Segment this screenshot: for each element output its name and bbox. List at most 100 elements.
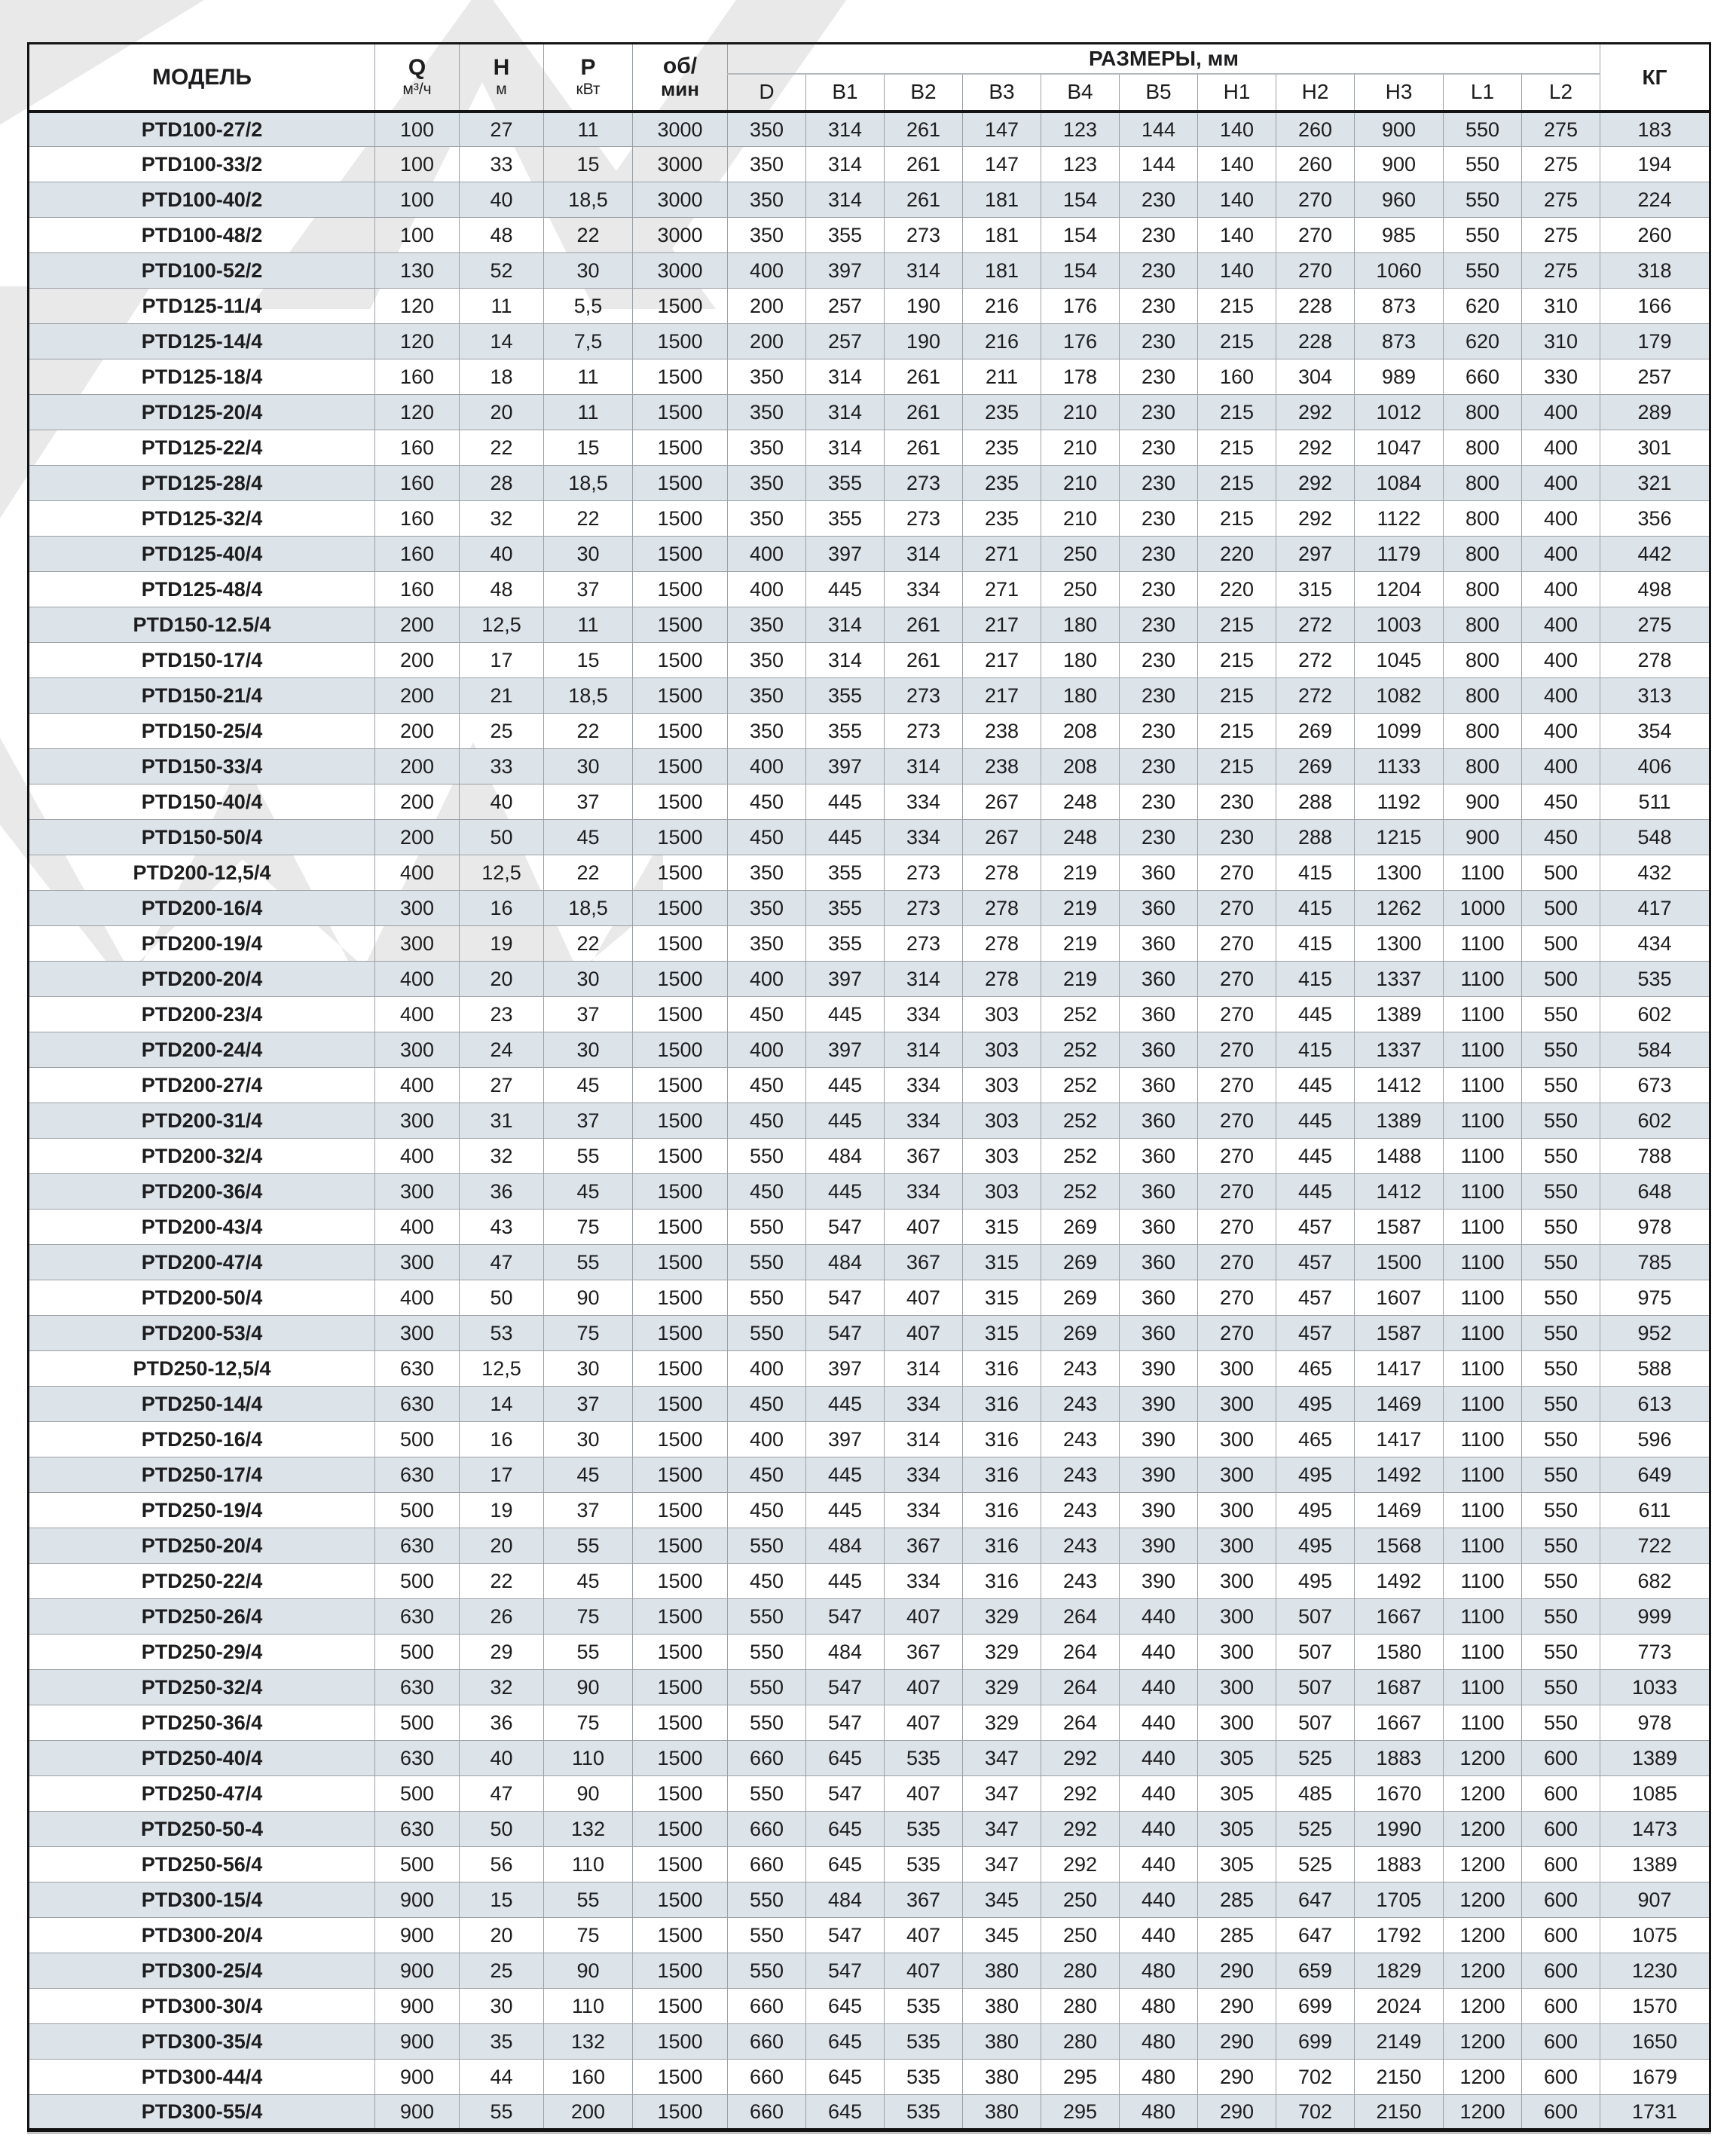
value-cell: 1100 — [1443, 1103, 1522, 1139]
value-cell: 11 — [543, 111, 633, 147]
model-cell: PTD200-32/4 — [28, 1138, 375, 1174]
value-cell: 1667 — [1354, 1705, 1444, 1741]
value-cell: 303 — [962, 1173, 1041, 1210]
value-cell: 500 — [374, 1634, 460, 1670]
value-cell: 90 — [543, 1280, 633, 1316]
value-cell: 630 — [374, 1811, 460, 1847]
value-cell: 1100 — [1443, 1280, 1522, 1316]
value-cell: 90 — [543, 1669, 633, 1705]
value-cell: 261 — [884, 182, 963, 218]
value-cell: 330 — [1521, 359, 1600, 395]
value-cell: 14 — [459, 1386, 544, 1422]
value-cell: 1500 — [632, 784, 728, 820]
value-cell: 600 — [1521, 1882, 1600, 1918]
value-cell: 1389 — [1354, 1103, 1444, 1139]
table-row: PTD150-12.5/4 200 12,5 11 1500 350 314 261 217 18… — [28, 607, 1710, 643]
value-cell: 30 — [459, 1988, 544, 2024]
model-cell: PTD300-15/4 — [28, 1882, 375, 1918]
value-cell: 37 — [543, 784, 633, 820]
value-cell: 900 — [1443, 784, 1522, 820]
value-cell: 1500 — [632, 1740, 728, 1776]
value-cell: 314 — [805, 430, 885, 466]
value-cell: 602 — [1600, 996, 1710, 1032]
value-cell: 243 — [1041, 1350, 1120, 1387]
table-row: PTD125-40/4 160 40 30 1500 400 397 314 271 250 230… — [28, 536, 1710, 572]
value-cell: 30 — [543, 961, 633, 997]
value-cell: 295 — [1041, 2094, 1120, 2130]
value-cell: 314 — [805, 642, 885, 678]
value-cell: 1200 — [1443, 1811, 1522, 1847]
value-cell: 360 — [1119, 1138, 1198, 1174]
value-cell: 310 — [1521, 288, 1600, 324]
value-cell: 219 — [1041, 855, 1120, 891]
value-cell: 235 — [962, 500, 1041, 537]
value-cell: 2150 — [1354, 2059, 1444, 2095]
col-header-p: Р кВт — [543, 43, 633, 112]
value-cell: 1099 — [1354, 713, 1444, 749]
value-cell: 7,5 — [543, 323, 633, 359]
value-cell: 400 — [374, 855, 460, 891]
value-cell: 334 — [884, 1457, 963, 1493]
value-cell: 11 — [543, 359, 633, 395]
value-cell: 360 — [1119, 925, 1198, 962]
value-cell: 1568 — [1354, 1528, 1444, 1564]
value-cell: 270 — [1276, 217, 1355, 253]
value-cell: 252 — [1041, 1173, 1120, 1210]
value-cell: 272 — [1276, 677, 1355, 714]
value-cell: 314 — [805, 359, 885, 395]
value-cell: 120 — [374, 394, 460, 430]
value-cell: 550 — [1521, 1563, 1600, 1599]
value-cell: 550 — [727, 1917, 806, 1953]
value-cell: 200 — [727, 323, 806, 359]
value-cell: 219 — [1041, 961, 1120, 997]
value-cell: 160 — [1197, 359, 1276, 395]
value-cell: 613 — [1600, 1386, 1710, 1422]
p-label: Р — [580, 55, 596, 81]
value-cell: 400 — [374, 1138, 460, 1174]
value-cell: 1200 — [1443, 1775, 1522, 1812]
value-cell: 15 — [543, 642, 633, 678]
model-cell: PTD200-16/4 — [28, 890, 375, 926]
value-cell: 415 — [1276, 925, 1355, 962]
value-cell: 400 — [1521, 500, 1600, 537]
value-cell: 314 — [884, 252, 963, 289]
value-cell: 300 — [374, 1103, 460, 1139]
table-row: PTD200-23/4 400 23 37 1500 450 445 334 303 252 360… — [28, 996, 1710, 1032]
table-row: PTD250-12,5/4 630 12,5 30 1500 400 397 314 316 24… — [28, 1350, 1710, 1387]
table-row: PTD150-17/4 200 17 15 1500 350 314 261 217 180 230… — [28, 642, 1710, 678]
value-cell: 200 — [374, 819, 460, 855]
model-cell: PTD200-19/4 — [28, 925, 375, 962]
value-cell: 500 — [374, 1705, 460, 1741]
value-cell: 270 — [1197, 1315, 1276, 1351]
value-cell: 1679 — [1600, 2059, 1710, 2095]
value-cell: 334 — [884, 1386, 963, 1422]
value-cell: 18 — [459, 359, 544, 395]
value-cell: 550 — [1521, 1598, 1600, 1635]
value-cell: 290 — [1197, 2023, 1276, 2060]
value-cell: 220 — [1197, 536, 1276, 572]
value-cell: 278 — [962, 961, 1041, 997]
value-cell: 1492 — [1354, 1563, 1444, 1599]
value-cell: 406 — [1600, 748, 1710, 784]
value-cell: 270 — [1197, 1138, 1276, 1174]
value-cell: 1100 — [1443, 1457, 1522, 1493]
value-cell: 397 — [805, 1421, 885, 1457]
value-cell: 3000 — [632, 252, 728, 289]
value-cell: 217 — [962, 642, 1041, 678]
value-cell: 785 — [1600, 1244, 1710, 1280]
value-cell: 1500 — [632, 1528, 728, 1564]
value-cell: 900 — [1354, 111, 1444, 147]
value-cell: 600 — [1521, 1740, 1600, 1776]
value-cell: 300 — [1197, 1705, 1276, 1741]
value-cell: 334 — [884, 819, 963, 855]
value-cell: 55 — [543, 1882, 633, 1918]
value-cell: 400 — [1521, 642, 1600, 678]
value-cell: 360 — [1119, 1173, 1198, 1210]
value-cell: 316 — [962, 1528, 1041, 1564]
value-cell: 800 — [1443, 465, 1522, 501]
value-cell: 144 — [1119, 111, 1198, 147]
model-cell: PTD300-55/4 — [28, 2094, 375, 2130]
value-cell: 445 — [805, 571, 885, 607]
value-cell: 130 — [374, 252, 460, 289]
value-cell: 1500 — [632, 359, 728, 395]
